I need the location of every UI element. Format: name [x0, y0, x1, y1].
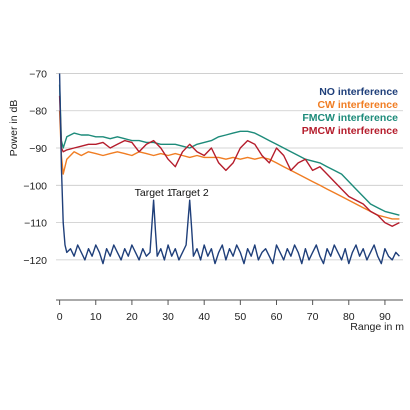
target-annotation: Target 2 — [171, 187, 209, 199]
y-axis-title: Power in dB — [8, 100, 20, 157]
series-line-fmcw — [58, 84, 400, 216]
legend-entry: FMCW interference — [302, 112, 398, 124]
x-tick-label: 20 — [126, 311, 138, 323]
x-axis-title: Range in m — [350, 321, 404, 333]
legend-entry: PMCW interference — [302, 125, 398, 137]
y-tick-label: −90 — [29, 143, 47, 155]
series-line-cw — [58, 110, 400, 220]
x-axis: 0 10 20 30 40 50 60 70 80 90 — [56, 299, 403, 323]
x-tick-label: 70 — [307, 311, 319, 323]
x-tick-label: 30 — [162, 311, 174, 323]
series-line-no — [58, 73, 400, 265]
x-tick-label: 0 — [57, 311, 63, 323]
series-line-pmcw — [58, 95, 400, 228]
x-tick-label: 60 — [271, 311, 283, 323]
x-tick-label: 10 — [90, 311, 102, 323]
x-tick-label: 50 — [235, 311, 247, 323]
y-axis: −70 −80 −90 −100 −110 −120 — [23, 68, 47, 266]
series-group — [58, 73, 400, 265]
x-tick-label: 90 — [379, 311, 391, 323]
target-annotation: Target 1 — [135, 187, 173, 199]
legend-entry: NO interference — [319, 86, 398, 98]
y-tick-label: −70 — [29, 68, 47, 80]
x-tick-label: 40 — [198, 311, 210, 323]
y-tick-label: −120 — [23, 255, 47, 267]
y-tick-label: −110 — [24, 218, 47, 230]
y-tick-label: −80 — [29, 106, 47, 118]
x-tick-label: 80 — [343, 311, 355, 323]
legend-entry: CW interference — [317, 99, 398, 111]
grid — [56, 73, 403, 261]
y-tick-label: −100 — [23, 180, 47, 192]
